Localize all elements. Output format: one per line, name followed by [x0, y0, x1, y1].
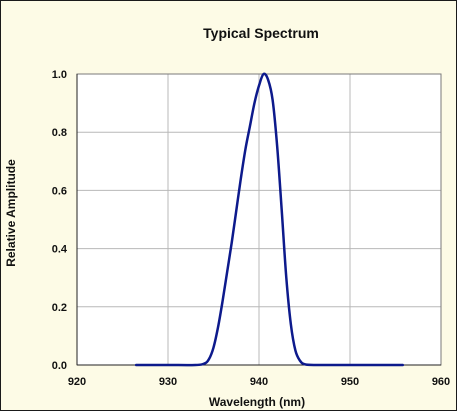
- x-tick-label: 960: [432, 376, 450, 388]
- x-tick-label: 930: [159, 376, 177, 388]
- y-tick-label: 1.0: [52, 69, 67, 81]
- x-axis-label: Wavelength (nm): [209, 395, 305, 409]
- chart-title: Typical Spectrum: [203, 25, 319, 41]
- y-tick-label: 0.2: [52, 302, 67, 314]
- y-tick-label: 0.8: [52, 127, 67, 139]
- y-tick-label: 0.4: [52, 244, 68, 256]
- plot-area: 0.0 0.2 0.4 0.6 0.8 1.0 920 930 940 950 960: [52, 69, 450, 388]
- spectrum-line: [134, 72, 405, 367]
- x-tick-label: 950: [341, 376, 359, 388]
- x-tick-label: 940: [250, 376, 268, 388]
- x-tick-label: 920: [68, 376, 86, 388]
- y-axis-label: Relative Amplitude: [4, 159, 18, 267]
- y-tick-label: 0.0: [52, 360, 67, 372]
- y-tick-label: 0.6: [52, 185, 67, 197]
